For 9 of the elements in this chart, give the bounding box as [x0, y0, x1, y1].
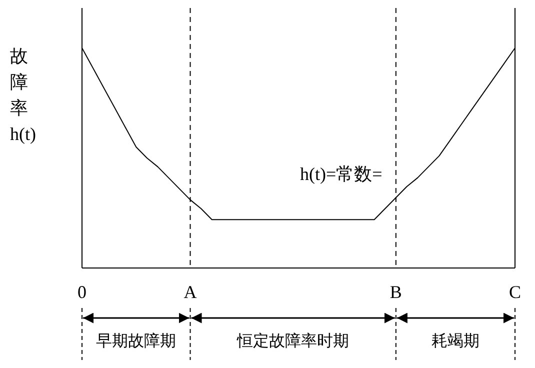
annotation: h(t)=常数= [300, 164, 382, 184]
text: 早期故障期 [96, 331, 176, 350]
y-axis-title: 故障率h(t) [10, 46, 36, 144]
text: 耗竭期 [431, 331, 480, 350]
text: 恒定故障率时期 [236, 331, 350, 350]
x-tick-label: C [508, 282, 522, 302]
x-tick-label: 0 [78, 282, 86, 302]
x-tick-label: B [390, 282, 402, 302]
x-tick-label: A [184, 282, 197, 302]
